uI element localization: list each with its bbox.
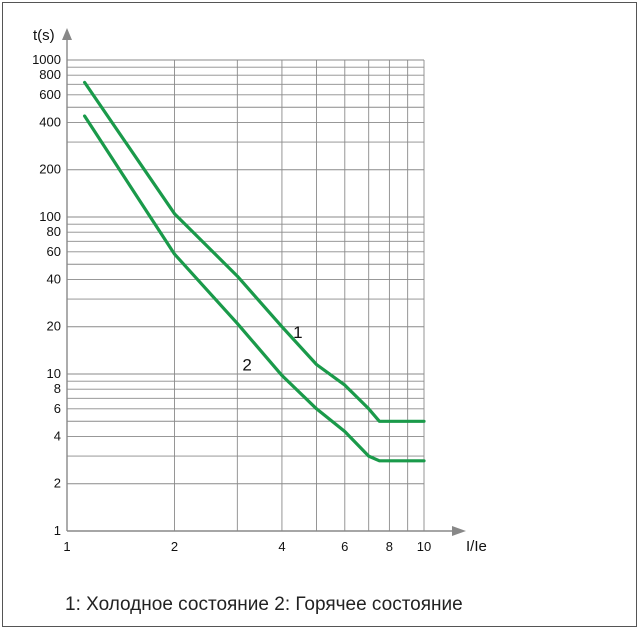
x-tick-label: 10 (417, 539, 431, 554)
curve-label-1: 1 (293, 323, 302, 342)
y-tick-label: 800 (39, 67, 61, 82)
y-tick-label: 1000 (32, 52, 61, 67)
x-tick-label: 8 (386, 539, 393, 554)
y-tick-label: 1 (54, 523, 61, 538)
y-tick-label: 200 (39, 162, 61, 177)
y-tick-label: 6 (54, 401, 61, 416)
y-tick-label: 20 (47, 319, 61, 334)
x-axis-label: I/Ie (466, 538, 487, 555)
y-tick-label: 400 (39, 114, 61, 129)
y-tick-label: 10 (47, 366, 61, 381)
trip-curve-chart: t(s)I/Ie12468102040608010020040060080010… (32, 27, 487, 555)
y-tick-label: 80 (47, 224, 61, 239)
x-tick-label: 1 (63, 539, 70, 554)
y-tick-label: 4 (54, 428, 61, 443)
curve-label-2: 2 (242, 356, 251, 375)
series-line-2 (83, 114, 426, 463)
y-axis-label: t(s) (33, 27, 55, 44)
series-line-1 (83, 80, 426, 423)
x-tick-label: 6 (341, 539, 348, 554)
y-tick-label: 100 (39, 209, 61, 224)
y-tick-label: 8 (54, 381, 61, 396)
chart-caption: 1: Холодное состояние 2: Горячее состоян… (65, 594, 463, 615)
x-axis-arrow (452, 526, 466, 536)
y-tick-label: 60 (47, 244, 61, 259)
y-tick-label: 600 (39, 87, 61, 102)
y-tick-label: 40 (47, 271, 61, 286)
y-axis-arrow (62, 28, 72, 40)
x-tick-label: 2 (171, 539, 178, 554)
x-tick-label: 4 (278, 539, 285, 554)
y-tick-label: 2 (54, 476, 61, 491)
